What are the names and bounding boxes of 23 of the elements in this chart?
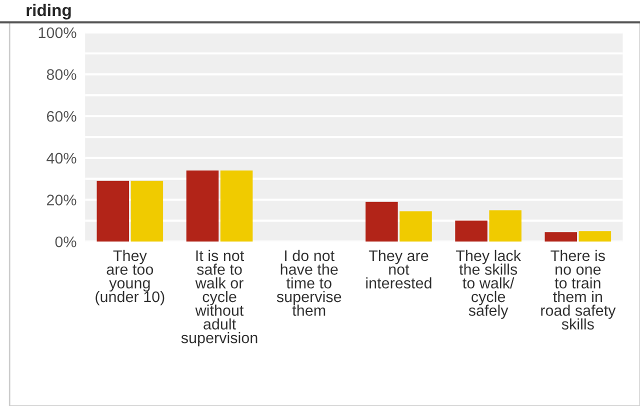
bar [544, 232, 578, 242]
x-tick-label: It is not safe to walk or cycle without adult supervision [181, 250, 258, 346]
y-tick-label: 80% [46, 69, 76, 80]
chart-title: riding [26, 4, 71, 20]
y-tick-label: 100% [38, 27, 76, 38]
y-tick-label: 20% [46, 194, 76, 206]
bar [366, 202, 398, 242]
bar [220, 170, 253, 242]
y-tick-label: 0% [55, 236, 76, 248]
bar [455, 220, 488, 242]
bar [130, 180, 164, 242]
bar [489, 210, 522, 242]
x-tick-label: I do not have the time to supervise them [276, 250, 342, 316]
bar [96, 180, 130, 242]
x-tick-label: They lack the skills to walk/ cycle safely [456, 250, 522, 319]
x-tick-label: They are too young (under 10) [96, 250, 164, 306]
bar [578, 231, 612, 242]
x-tick-label: They are not interested [366, 250, 432, 288]
x-tick-label: There is no one to train them in road safety skills [541, 250, 616, 330]
bar [400, 211, 432, 242]
bar [186, 170, 219, 242]
y-tick-label: 40% [46, 152, 76, 164]
y-tick-label: 60% [46, 110, 76, 122]
